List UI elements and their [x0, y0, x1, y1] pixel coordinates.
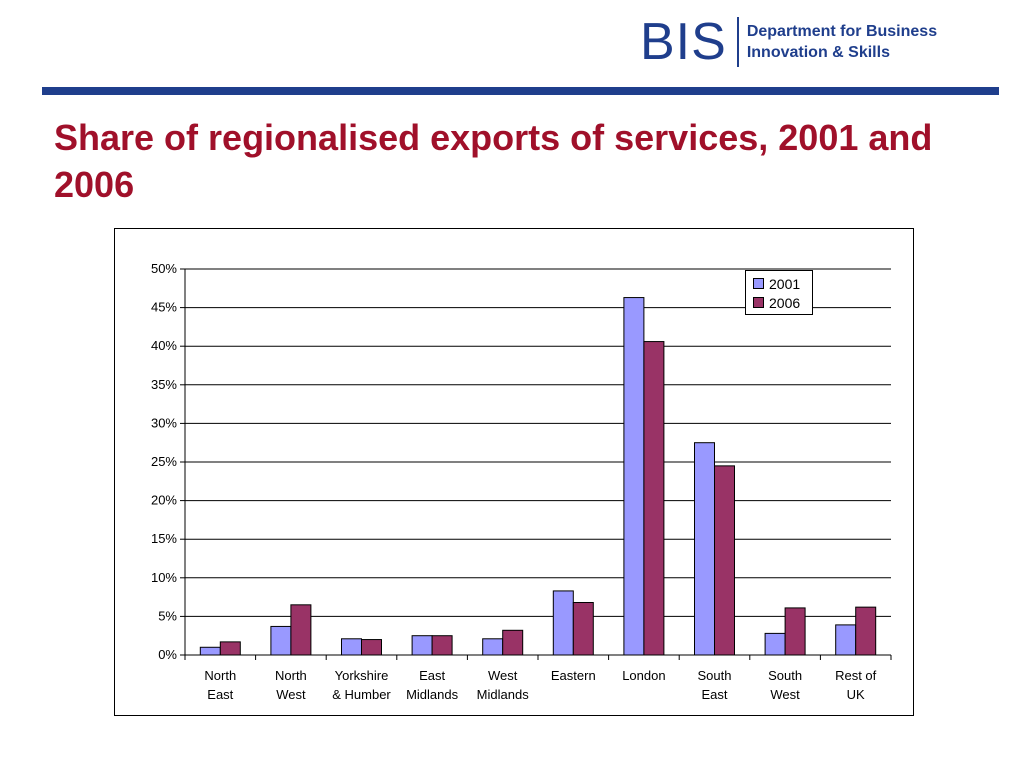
logo-line-2: Innovation & Skills [746, 44, 890, 61]
y-tick-label: 45% [151, 300, 177, 315]
y-tick-label: 25% [151, 454, 177, 469]
x-tick-label: Yorkshire [335, 668, 389, 683]
legend-item: 2006 [746, 293, 812, 312]
x-tick-label: North [204, 668, 236, 683]
y-tick-label: 20% [151, 493, 177, 508]
logo-mark: BIS [640, 13, 727, 71]
bis-logo: BIS Department for Business Innovation &… [640, 14, 937, 70]
bar-2006 [219, 641, 241, 656]
x-tick-label: West [770, 687, 800, 702]
y-tick-label: 30% [151, 415, 177, 430]
x-tick-label: Midlands [477, 687, 530, 702]
bar-chart: 0% 5% 10% 15% 20% 25% 30% 35% 40% 45% 50% North East… [151, 261, 892, 702]
bar-2006 [431, 635, 453, 656]
bar-2001 [552, 590, 574, 656]
y-tick-label: 0% [158, 647, 177, 662]
x-tick-label: West [488, 668, 518, 683]
legend-item: 2001 [746, 274, 812, 293]
bar-2001 [341, 638, 362, 656]
legend-label: 2006 [769, 294, 801, 311]
x-tick-label: North [275, 668, 307, 683]
logo-divider [736, 17, 739, 67]
x-tick-label: East [701, 687, 727, 702]
x-tick-label: London [622, 668, 665, 683]
bar-2006 [714, 465, 735, 656]
x-tick-label: East [207, 687, 233, 702]
x-tick-label: Rest of [835, 668, 877, 683]
y-tick-label: 10% [151, 570, 177, 585]
legend-label: 2001 [769, 275, 801, 292]
x-tick-label: & Humber [332, 687, 391, 702]
bar-2001 [694, 442, 715, 656]
y-tick-label: 5% [158, 608, 177, 623]
chart-legend: 2001 2006 [745, 270, 813, 315]
bar-2001 [270, 625, 292, 656]
bar-2001 [835, 624, 857, 656]
x-tick-label: Eastern [551, 668, 596, 683]
x-tick-label: East [419, 668, 445, 683]
y-tick-label: 40% [151, 338, 177, 353]
bar-2006 [784, 607, 806, 656]
bar-2001 [411, 635, 433, 656]
x-tick-label: South [768, 668, 802, 683]
x-tick-label: West [276, 687, 306, 702]
bar-2006 [572, 602, 594, 656]
logo-text: Department for Business Innovation & Ski… [747, 21, 937, 63]
page-title: Share of regionalised exports of service… [54, 117, 933, 205]
bar-2006 [290, 604, 312, 656]
y-tick-label: 15% [151, 531, 177, 546]
bar-2006 [361, 639, 382, 656]
bar-2001 [623, 297, 645, 656]
x-tick-label: Midlands [406, 687, 459, 702]
y-tick-label: 35% [151, 377, 177, 392]
x-tick-label: South [698, 668, 732, 683]
bar-2006 [502, 629, 524, 656]
y-tick-label: 50% [151, 261, 177, 276]
chart-frame: 0% 5% 10% 15% 20% 25% 30% 35% 40% 45% 50% North East… [114, 228, 914, 716]
bar-2006 [643, 341, 665, 656]
header-rule [42, 87, 999, 95]
bar-2001 [482, 638, 504, 656]
legend-swatch [753, 297, 764, 308]
legend-swatch [753, 278, 764, 289]
bar-2006 [855, 606, 877, 656]
bar-2001 [764, 632, 786, 656]
bar-2001 [199, 646, 221, 656]
logo-line-1: Department for Business [746, 23, 938, 40]
x-tick-label: UK [847, 687, 865, 702]
